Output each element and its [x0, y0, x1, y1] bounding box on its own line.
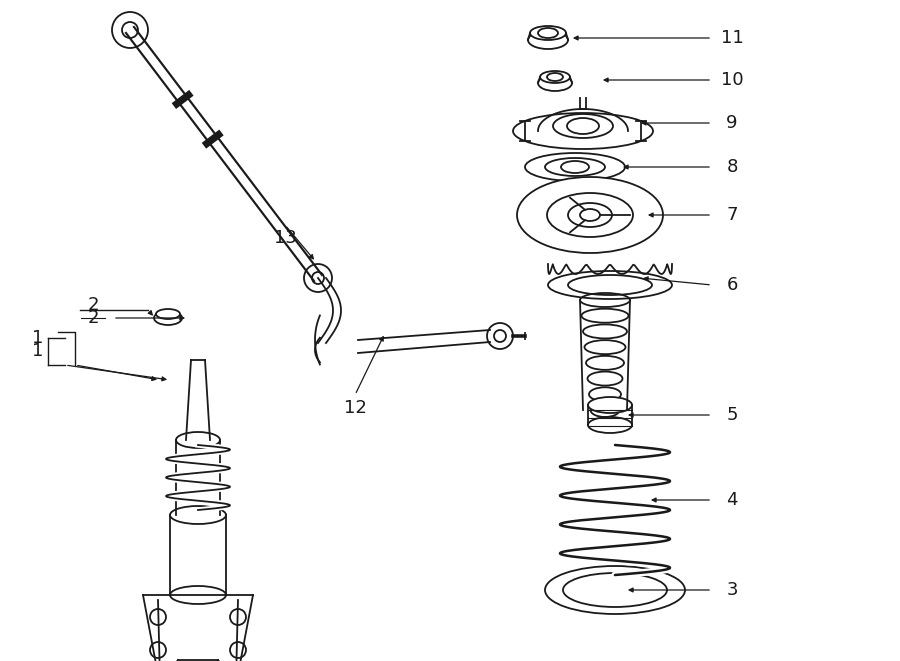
Text: 8: 8 — [726, 158, 738, 176]
Text: 2: 2 — [87, 309, 99, 327]
Ellipse shape — [545, 158, 605, 176]
Ellipse shape — [588, 397, 632, 413]
Ellipse shape — [156, 309, 180, 319]
Text: 10: 10 — [721, 71, 743, 89]
Text: 11: 11 — [721, 29, 743, 47]
Ellipse shape — [154, 311, 182, 325]
Circle shape — [230, 642, 246, 658]
Text: 1: 1 — [32, 329, 44, 347]
Circle shape — [112, 12, 148, 48]
Text: 12: 12 — [344, 399, 366, 417]
Circle shape — [304, 264, 332, 292]
Ellipse shape — [588, 417, 632, 433]
Ellipse shape — [538, 75, 572, 91]
Circle shape — [150, 609, 166, 625]
Circle shape — [487, 323, 513, 349]
Text: 5: 5 — [726, 406, 738, 424]
Circle shape — [230, 609, 246, 625]
Ellipse shape — [545, 566, 685, 614]
Ellipse shape — [528, 31, 568, 49]
Ellipse shape — [548, 271, 672, 299]
Text: 4: 4 — [726, 491, 738, 509]
Text: 9: 9 — [726, 114, 738, 132]
Ellipse shape — [530, 26, 566, 40]
Text: 13: 13 — [274, 229, 296, 247]
Ellipse shape — [547, 193, 633, 237]
Ellipse shape — [525, 153, 625, 181]
Text: 1: 1 — [32, 342, 44, 360]
Ellipse shape — [170, 506, 226, 524]
Ellipse shape — [517, 177, 663, 253]
Text: 2: 2 — [87, 296, 99, 314]
Ellipse shape — [176, 432, 220, 448]
Text: 3: 3 — [726, 581, 738, 599]
Text: 6: 6 — [726, 276, 738, 294]
Text: 7: 7 — [726, 206, 738, 224]
Ellipse shape — [513, 113, 653, 149]
Ellipse shape — [540, 71, 570, 83]
Circle shape — [150, 642, 166, 658]
